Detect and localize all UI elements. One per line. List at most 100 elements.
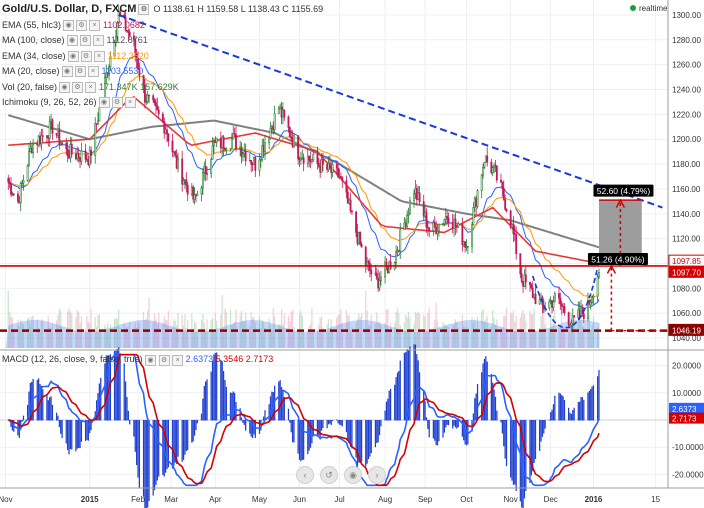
- candle-body: [50, 119, 52, 122]
- macd-histogram-bar: [303, 420, 305, 460]
- zoom-button[interactable]: ◉: [344, 466, 362, 484]
- candle-body: [253, 157, 255, 165]
- volume-bar: [355, 322, 357, 348]
- macd-histogram-bar: [249, 420, 251, 434]
- gear-icon[interactable]: ⚙: [74, 66, 86, 78]
- close-icon[interactable]: ×: [172, 355, 184, 366]
- macd-histogram-bar: [176, 420, 178, 464]
- macd-histogram-bar: [278, 381, 280, 421]
- candle-body: [273, 113, 276, 131]
- candle-body: [76, 153, 79, 160]
- candle-body: [115, 35, 117, 43]
- candle-body: [94, 123, 97, 156]
- candle-body: [108, 66, 110, 76]
- eye-icon[interactable]: ◉: [59, 81, 71, 93]
- macd-histogram-bar: [308, 420, 310, 451]
- candle-body: [308, 155, 311, 161]
- volume-bar: [20, 319, 22, 348]
- price-tick-label: 1140.00: [672, 210, 701, 219]
- volume-bar: [413, 323, 415, 348]
- volume-bar: [503, 315, 505, 348]
- volume-bar: [496, 319, 498, 348]
- volume-bar: [9, 312, 11, 348]
- volume-bar: [394, 323, 396, 348]
- reset-button[interactable]: ↺: [320, 466, 338, 484]
- volume-bar: [119, 328, 121, 348]
- volume-ma-area: [5, 320, 599, 348]
- macd-histogram-bar: [250, 420, 252, 437]
- macd-histogram-bar: [418, 372, 421, 421]
- candle-body: [384, 261, 386, 278]
- volume-bar: [166, 319, 168, 348]
- candle-body: [406, 214, 409, 227]
- gear-icon[interactable]: ⚙: [80, 50, 92, 62]
- volume-bar: [551, 323, 553, 348]
- eye-icon[interactable]: ◉: [67, 50, 79, 62]
- macd-histogram-bar: [213, 354, 215, 421]
- macd-histogram-bar: [258, 420, 261, 434]
- volume-bar: [370, 315, 372, 348]
- candle-body: [339, 176, 342, 178]
- volume-bar: [89, 323, 91, 348]
- macd-histogram-bar: [196, 420, 198, 424]
- macd-histogram-bar: [144, 420, 146, 508]
- macd-histogram-bar: [184, 420, 186, 455]
- eye-icon[interactable]: ◉: [63, 19, 75, 31]
- candle-body: [476, 190, 479, 207]
- legend-row: MA (20, close) ◉ ⚙ × 1103.5530: [2, 64, 323, 80]
- gear-icon[interactable]: ⚙: [72, 81, 84, 93]
- macd-histogram-bar: [475, 393, 477, 421]
- macd-histogram-bar: [123, 363, 125, 421]
- settings-icon[interactable]: ⚙: [138, 4, 150, 16]
- close-icon[interactable]: ×: [89, 19, 101, 31]
- gear-icon[interactable]: ⚙: [158, 355, 170, 366]
- gear-icon[interactable]: ⚙: [76, 19, 88, 31]
- close-icon[interactable]: ×: [124, 97, 136, 109]
- candle-body: [397, 250, 400, 252]
- macd-histogram-bar: [359, 420, 361, 463]
- volume-bar: [544, 324, 546, 348]
- candle-body: [65, 142, 68, 149]
- macd-histogram-bar: [105, 355, 107, 421]
- candle-body: [598, 272, 600, 278]
- close-icon[interactable]: ×: [87, 66, 99, 78]
- eye-icon[interactable]: ◉: [145, 355, 157, 366]
- gear-icon[interactable]: ⚙: [79, 35, 91, 47]
- time-tick-label: Dec: [544, 495, 558, 504]
- macd-histogram-bar: [174, 420, 176, 463]
- candle-body: [70, 143, 73, 155]
- volume-bar: [505, 307, 508, 348]
- macd-histogram-bar: [378, 420, 381, 436]
- volume-bar: [242, 320, 244, 348]
- legend-row: Vol (20, false) ◉ ⚙ × 171.347K 157.629K: [2, 80, 323, 96]
- macd-histogram-bar: [486, 361, 488, 421]
- volume-bar: [493, 318, 495, 348]
- scroll-left-button[interactable]: ‹: [296, 466, 314, 484]
- close-icon[interactable]: ×: [92, 35, 104, 47]
- eye-icon[interactable]: ◉: [98, 97, 110, 109]
- volume-bar: [147, 310, 149, 348]
- macd-histogram-bar: [384, 410, 386, 421]
- eye-icon[interactable]: ◉: [66, 35, 78, 47]
- macd-histogram-bar: [60, 420, 62, 434]
- volume-bar: [205, 329, 207, 348]
- macd-histogram-bar: [530, 420, 532, 476]
- candle-body: [330, 167, 333, 173]
- close-icon[interactable]: ×: [85, 81, 97, 93]
- macd-histogram-bar: [367, 420, 370, 460]
- volume-bar: [559, 325, 561, 348]
- volume-bar: [109, 324, 112, 348]
- scroll-right-button[interactable]: ›: [368, 466, 386, 484]
- close-icon[interactable]: ×: [93, 50, 105, 62]
- volume-bar: [348, 314, 350, 348]
- gear-icon[interactable]: ⚙: [111, 97, 123, 109]
- eye-icon[interactable]: ◉: [61, 66, 73, 78]
- candle-body: [186, 184, 189, 195]
- trendlines: 51.26 (4.90%) 52.60 (4.79%): [0, 13, 668, 332]
- candle-body: [57, 128, 59, 136]
- time-tick-label: Jul: [334, 495, 344, 504]
- macd-histogram-bar: [554, 395, 556, 421]
- candle-body: [243, 151, 246, 155]
- candle-body: [357, 232, 360, 244]
